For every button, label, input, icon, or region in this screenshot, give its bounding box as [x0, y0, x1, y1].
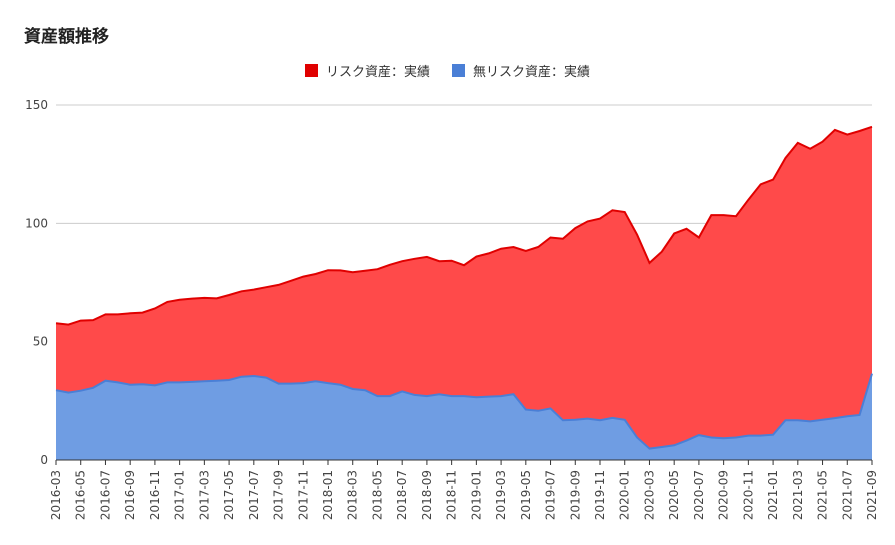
chart-legend: リスク資産：実績 無リスク資産：実績 [0, 61, 895, 80]
y-tick-label: 50 [33, 335, 48, 349]
x-tick-label: 2017-05 [222, 470, 236, 520]
legend-swatch-risk [304, 64, 318, 77]
x-tick-label: 2019-11 [593, 470, 607, 520]
series-area-risk [56, 126, 872, 449]
series-line-risk [55, 125, 873, 326]
x-tick-label: 2016-03 [49, 470, 63, 520]
y-tick-label: 100 [25, 216, 48, 230]
x-tick-label: 2016-11 [148, 470, 162, 520]
x-tick-label: 2017-11 [296, 470, 310, 520]
x-tick-label: 2019-03 [494, 470, 508, 520]
x-tick-label: 2021-07 [840, 470, 854, 520]
y-tick-label: 0 [40, 453, 48, 467]
x-tick-label: 2018-05 [370, 470, 384, 520]
x-tick-label: 2021-01 [766, 470, 780, 520]
x-tick-label: 2016-09 [123, 470, 137, 520]
x-tick-label: 2017-01 [173, 470, 187, 520]
x-tick-label: 2018-09 [420, 470, 434, 520]
x-tick-label: 2016-07 [98, 470, 112, 520]
legend-label-risk: リスク資産：実績 [325, 65, 430, 80]
x-tick-label: 2020-09 [717, 470, 731, 520]
legend-swatch-riskfree [452, 64, 465, 77]
legend-item-riskfree[interactable]: 無リスク資産：実績 [452, 61, 590, 80]
x-tick-label: 2017-07 [247, 470, 261, 520]
x-tick-label: 2019-09 [568, 470, 582, 520]
x-tick-label: 2020-01 [618, 470, 632, 520]
x-tick-label: 2016-05 [74, 470, 88, 520]
x-tick-label: 2020-07 [692, 470, 706, 520]
x-tick-label: 2017-09 [272, 470, 286, 520]
x-tick-label: 2018-07 [395, 470, 409, 520]
x-tick-label: 2020-11 [741, 470, 755, 520]
x-tick-label: 2019-01 [469, 470, 483, 520]
chart-title: 資産額推移 [24, 27, 109, 47]
x-tick-label: 2018-01 [321, 470, 335, 520]
x-tick-label: 2018-03 [346, 470, 360, 520]
series-area-riskfree [56, 373, 872, 460]
series-line-riskfree [55, 373, 873, 450]
y-tick-label: 150 [25, 98, 48, 112]
x-tick-label: 2020-03 [642, 470, 656, 520]
x-tick-label: 2018-11 [445, 470, 459, 520]
legend-item-risk[interactable]: リスク資産：実績 [304, 61, 430, 80]
x-tick-label: 2020-05 [667, 470, 681, 520]
x-tick-label: 2021-03 [791, 470, 805, 520]
x-tick-label: 2019-05 [519, 470, 533, 520]
x-tick-label: 2021-05 [816, 470, 830, 520]
legend-label-riskfree: 無リスク資産：実績 [473, 65, 591, 80]
x-tick-label: 2017-03 [197, 470, 211, 520]
x-tick-label: 2021-09 [865, 470, 879, 520]
x-tick-label: 2019-07 [544, 470, 558, 520]
